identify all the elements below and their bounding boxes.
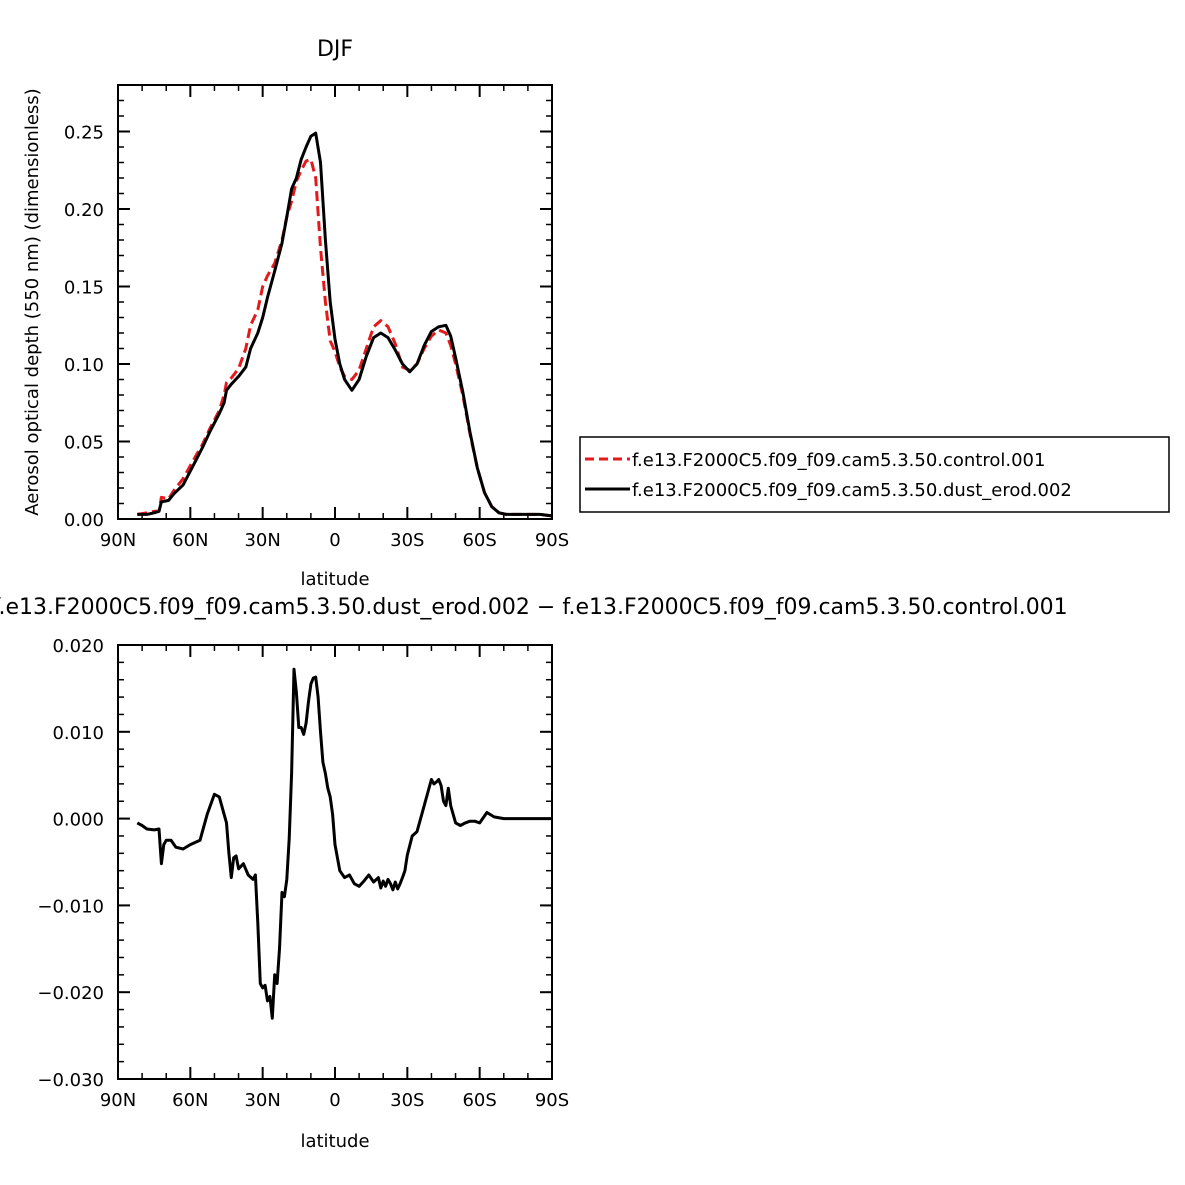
top-ytick-label: 0.25 bbox=[64, 123, 104, 144]
bottom-panel-xlabel: latitude bbox=[300, 1131, 369, 1152]
top-series-line-0 bbox=[137, 157, 553, 518]
legend-box bbox=[579, 436, 1170, 513]
bottom-panel-title: f.e13.F2000C5.f09_f09.cam5.3.50.dust_ero… bbox=[0, 595, 1068, 620]
bottom-series-line-0 bbox=[136, 667, 552, 1020]
bottom-xtick-label: 0 bbox=[329, 1090, 340, 1111]
legend-label-dust: f.e13.F2000C5.f09_f09.cam5.3.50.dust_ero… bbox=[632, 480, 1072, 501]
bottom-ytick-label: 0.020 bbox=[52, 636, 104, 657]
bottom-ytick-label: −0.020 bbox=[37, 983, 104, 1004]
top-panel: DJF 90N 60N 30N 0 30S 60S 90S 0.00 0.05 0.10 0.15 0… bbox=[22, 37, 569, 590]
top-xtick-label: 90N bbox=[100, 530, 136, 551]
top-xtick-label: 0 bbox=[329, 530, 340, 551]
top-xtick-label: 90S bbox=[535, 530, 569, 551]
legend-label-control: f.e13.F2000C5.f09_f09.cam5.3.50.control.… bbox=[632, 450, 1045, 471]
top-ytick-label: 0.15 bbox=[64, 278, 104, 299]
bottom-panel-ticks: 90N 60N 30N 0 30S 60S 90S 0.020 0.010 0.000 −0.010… bbox=[37, 636, 569, 1111]
top-panel-title: DJF bbox=[317, 37, 353, 62]
top-xtick-label: 30S bbox=[390, 530, 424, 551]
top-panel-xlabel: latitude bbox=[300, 569, 369, 590]
top-ytick-label: 0.05 bbox=[64, 433, 104, 454]
bottom-panel-series bbox=[136, 667, 552, 1020]
top-panel-ticks: 90N 60N 30N 0 30S 60S 90S 0.00 0.05 0.10 0.15 0.20 0… bbox=[64, 84, 569, 551]
top-ytick-label: 0.20 bbox=[64, 200, 104, 221]
top-panel-frame bbox=[117, 84, 553, 520]
bottom-panel-frame bbox=[117, 644, 553, 1080]
top-xtick-label: 30N bbox=[244, 530, 280, 551]
bottom-xtick-label: 90S bbox=[535, 1090, 569, 1111]
bottom-ytick-label: 0.000 bbox=[52, 810, 104, 831]
bottom-ytick-label: 0.010 bbox=[52, 723, 104, 744]
bottom-panel: f.e13.F2000C5.f09_f09.cam5.3.50.dust_ero… bbox=[0, 595, 1068, 1152]
bottom-ytick-label: −0.030 bbox=[37, 1070, 104, 1091]
top-ytick-label: 0.10 bbox=[64, 355, 104, 376]
bottom-xtick-label: 30S bbox=[390, 1090, 424, 1111]
top-ytick-label: 0.00 bbox=[64, 510, 104, 531]
top-series-line-1 bbox=[137, 131, 553, 518]
bottom-xtick-label: 60N bbox=[172, 1090, 208, 1111]
bottom-xtick-label: 60S bbox=[462, 1090, 496, 1111]
top-xtick-label: 60N bbox=[172, 530, 208, 551]
top-xtick-label: 60S bbox=[462, 530, 496, 551]
bottom-ytick-label: −0.010 bbox=[37, 896, 104, 917]
bottom-xtick-label: 30N bbox=[244, 1090, 280, 1111]
legend: f.e13.F2000C5.f09_f09.cam5.3.50.control.… bbox=[579, 436, 1170, 513]
top-panel-ylabel: Aerosol optical depth (550 nm) (dimensio… bbox=[22, 88, 43, 515]
bottom-xtick-label: 90N bbox=[100, 1090, 136, 1111]
top-panel-series bbox=[137, 131, 553, 518]
